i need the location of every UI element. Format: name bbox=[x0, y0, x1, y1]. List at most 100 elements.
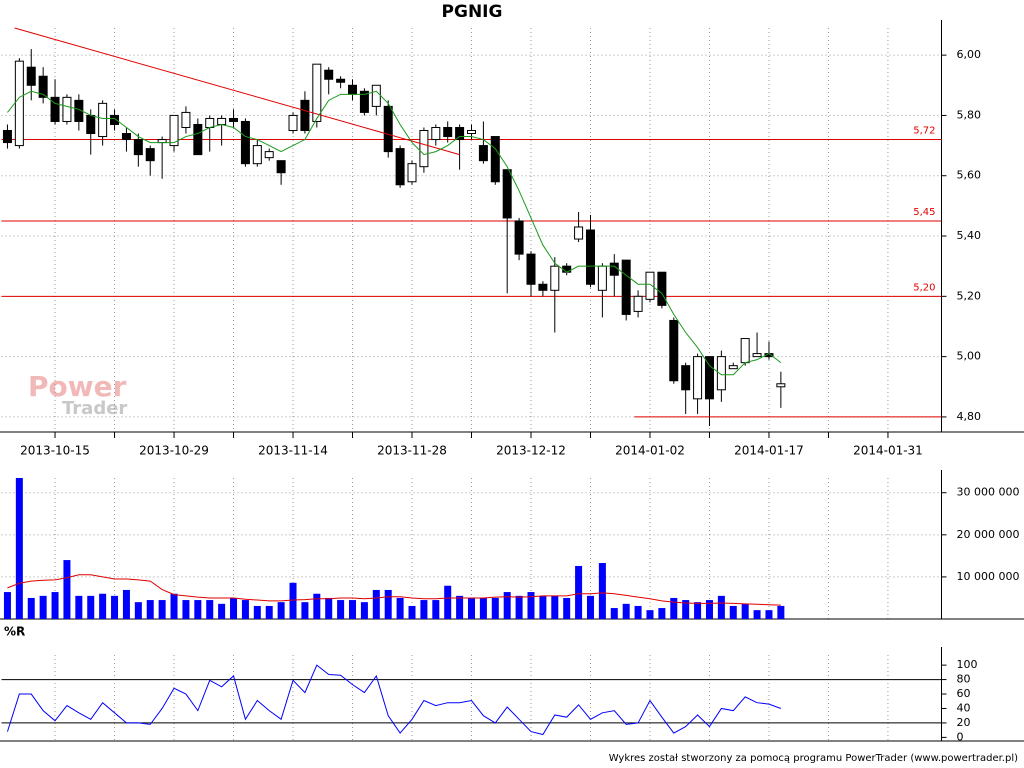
bar bbox=[360, 602, 368, 619]
candle-body bbox=[693, 356, 703, 400]
bar bbox=[741, 603, 749, 619]
bar bbox=[337, 600, 345, 619]
candle-body bbox=[395, 148, 405, 186]
bar bbox=[717, 595, 725, 619]
level-label: 5,20 bbox=[913, 282, 935, 293]
x-tick-label: 2014-01-31 bbox=[853, 444, 923, 458]
footer: Wykres został stworzony za pomocą progra… bbox=[609, 753, 1018, 764]
candle-body bbox=[467, 130, 476, 135]
candle-body bbox=[526, 253, 536, 285]
bar bbox=[503, 592, 511, 619]
candle-body bbox=[276, 160, 286, 174]
bar bbox=[230, 597, 238, 619]
bar bbox=[551, 595, 559, 619]
bar bbox=[622, 603, 630, 619]
candle-body bbox=[657, 271, 667, 306]
candle-body bbox=[776, 383, 786, 388]
bar bbox=[694, 602, 702, 619]
candle-body bbox=[538, 283, 548, 291]
watermark: Trader bbox=[62, 398, 127, 419]
bar bbox=[646, 610, 654, 619]
y-tick-label: 5,20 bbox=[957, 289, 982, 302]
candle-body bbox=[574, 226, 584, 240]
candle-body bbox=[550, 265, 560, 291]
candle-body bbox=[514, 220, 524, 255]
candle-body bbox=[597, 265, 607, 291]
candle-body bbox=[585, 229, 595, 285]
candle-body bbox=[288, 114, 298, 132]
bar bbox=[39, 595, 47, 619]
x-tick-label: 2013-11-28 bbox=[377, 444, 447, 458]
candle-body bbox=[645, 271, 655, 300]
bar bbox=[241, 600, 249, 619]
y-tick-label: 60 bbox=[957, 687, 971, 700]
candle-body bbox=[336, 78, 346, 83]
candle-body bbox=[728, 365, 738, 370]
chart-title: PGNIG bbox=[442, 2, 503, 22]
watermark: Power bbox=[28, 370, 127, 403]
bar bbox=[598, 563, 606, 619]
y-tick-label: 5,60 bbox=[957, 169, 982, 182]
candle-body bbox=[609, 262, 619, 276]
candle-body bbox=[252, 145, 262, 165]
x-tick-label: 2013-11-14 bbox=[258, 444, 328, 458]
candle-body bbox=[133, 139, 143, 156]
candle-body bbox=[633, 295, 643, 312]
candle-body bbox=[443, 126, 453, 138]
y-tick-label: 100 bbox=[957, 658, 978, 671]
candle-body bbox=[348, 84, 358, 95]
bar bbox=[420, 600, 428, 619]
level-label: 5,45 bbox=[913, 207, 935, 218]
candle-body bbox=[38, 75, 48, 98]
bar bbox=[384, 589, 392, 619]
candle-body bbox=[359, 90, 369, 113]
bar bbox=[610, 608, 618, 619]
candle-body bbox=[121, 133, 131, 141]
bar bbox=[253, 605, 261, 619]
bar bbox=[575, 565, 583, 619]
candle-body bbox=[704, 356, 714, 400]
candle-body bbox=[621, 259, 631, 315]
bar bbox=[563, 597, 571, 619]
y-tick-label: 5,40 bbox=[957, 229, 982, 242]
y-tick-label: 0 bbox=[957, 730, 964, 743]
bar bbox=[87, 595, 95, 619]
bar bbox=[777, 605, 785, 619]
bar bbox=[705, 600, 713, 619]
bar bbox=[408, 605, 416, 619]
bar bbox=[218, 603, 226, 619]
y-tick-label: 30 000 000 bbox=[957, 486, 1020, 499]
x-tick-label: 2013-12-12 bbox=[496, 444, 566, 458]
bar bbox=[372, 589, 380, 619]
bar bbox=[432, 600, 440, 619]
y-tick-label: 4,80 bbox=[957, 410, 982, 423]
overlay-line bbox=[7, 90, 782, 376]
candle-body bbox=[716, 356, 726, 391]
bar bbox=[51, 592, 59, 619]
candle-body bbox=[383, 105, 393, 153]
bar bbox=[527, 592, 535, 619]
candle-body bbox=[371, 84, 381, 107]
candle-body bbox=[478, 145, 488, 162]
candle-body bbox=[181, 111, 191, 128]
bar bbox=[301, 602, 309, 619]
bar bbox=[670, 597, 678, 619]
bar bbox=[75, 595, 83, 619]
candle-body bbox=[62, 96, 72, 122]
candle-body bbox=[490, 136, 500, 183]
candle-body bbox=[431, 126, 441, 141]
bar bbox=[277, 602, 285, 619]
candle-body bbox=[300, 99, 310, 132]
bar bbox=[753, 610, 761, 619]
bar bbox=[27, 597, 35, 619]
trend-line bbox=[14, 27, 460, 156]
bar bbox=[134, 602, 142, 619]
bar bbox=[111, 595, 119, 619]
candle-body bbox=[14, 60, 24, 147]
bar bbox=[3, 592, 11, 619]
bar bbox=[182, 600, 190, 619]
candle-body bbox=[50, 96, 60, 122]
candle-body bbox=[110, 114, 120, 125]
y-tick-label: 80 bbox=[957, 673, 971, 686]
